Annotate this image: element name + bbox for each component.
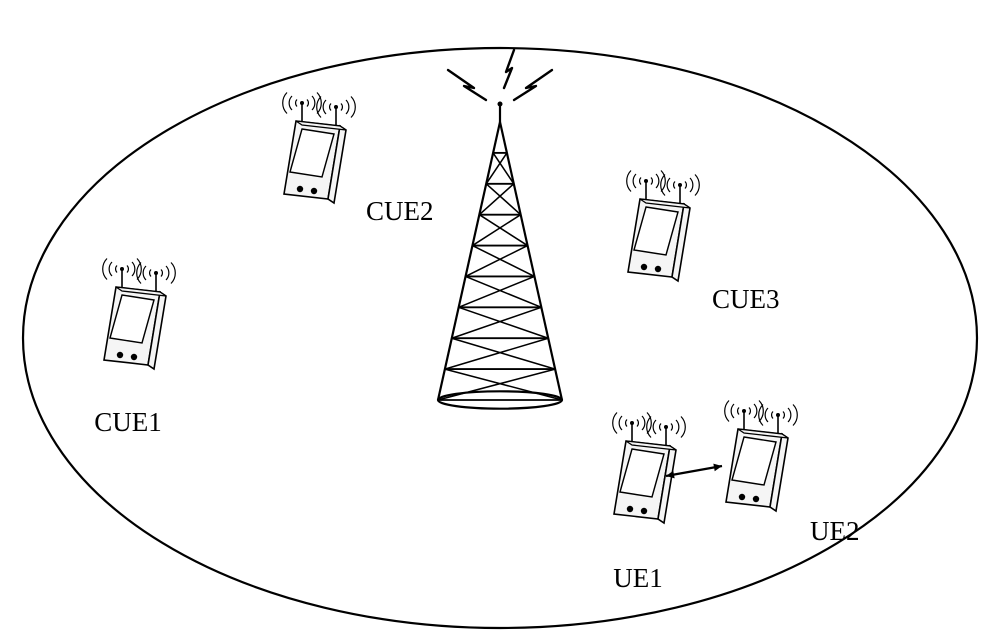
phone-icon — [283, 89, 356, 203]
phone-icon — [725, 397, 798, 511]
cue3-label: CUE3 — [712, 284, 780, 314]
phone-icon — [103, 255, 176, 369]
phone-icon — [613, 409, 686, 523]
diagram-canvas: CUE1 CUE2 CUE3 UE1 UE2 — [0, 0, 1000, 641]
ue2-label: UE2 — [810, 516, 860, 546]
base-station-tower — [438, 50, 562, 409]
d2d-link-arrow — [666, 464, 722, 479]
cue2-label: CUE2 — [366, 196, 434, 226]
cue1-label: CUE1 — [94, 407, 162, 437]
phone-icon — [627, 167, 700, 281]
ue1-label: UE1 — [613, 563, 663, 593]
tower-signal-icon — [448, 50, 552, 100]
